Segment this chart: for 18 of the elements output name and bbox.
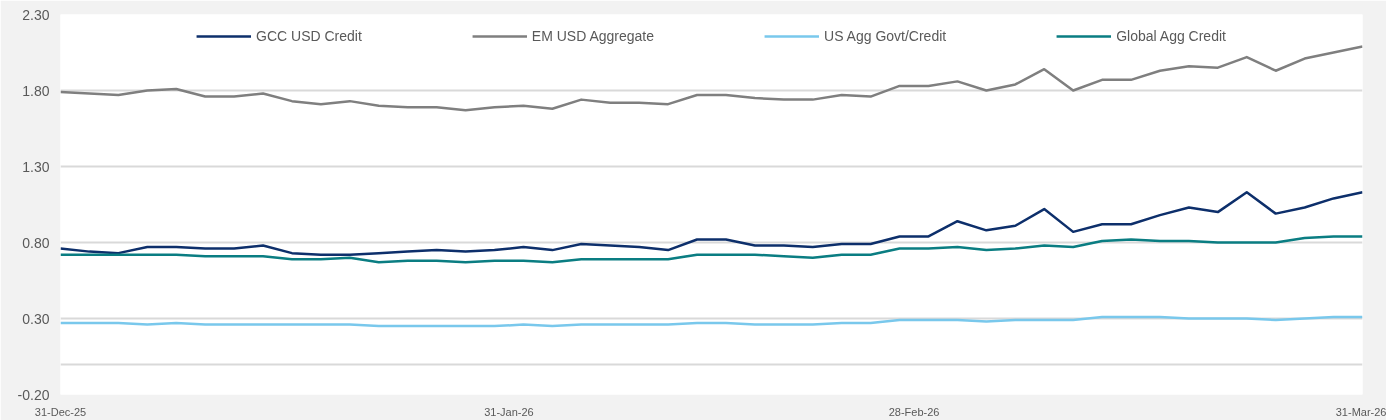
x-tick-label: 28-Feb-26 [888, 405, 940, 418]
line-series [60, 315, 1363, 328]
x-tick-label: 31-Dec-25 [34, 405, 87, 418]
x-tick-label: 31-Jan-26 [484, 405, 534, 418]
legend-label: EM USD Aggregate [531, 28, 655, 44]
line-series [60, 191, 1363, 256]
y-tick-label: 1.30 [22, 158, 50, 175]
y-tick-label: 1.80 [22, 82, 50, 99]
y-tick-label: -0.20 [17, 386, 50, 403]
y-tick-label: 0.80 [22, 234, 50, 251]
line-series [60, 45, 1363, 112]
legend-label: GCC USD Credit [256, 28, 362, 44]
legend-label: US Agg Govt/Credit [824, 28, 947, 44]
legend-label: Global Agg Credit [1116, 28, 1226, 44]
y-tick-label: 2.30 [22, 6, 50, 23]
x-tick-label: 31-Mar-26 [1335, 405, 1386, 418]
y-tick-label: 0.30 [22, 310, 50, 327]
line-series [60, 235, 1363, 264]
